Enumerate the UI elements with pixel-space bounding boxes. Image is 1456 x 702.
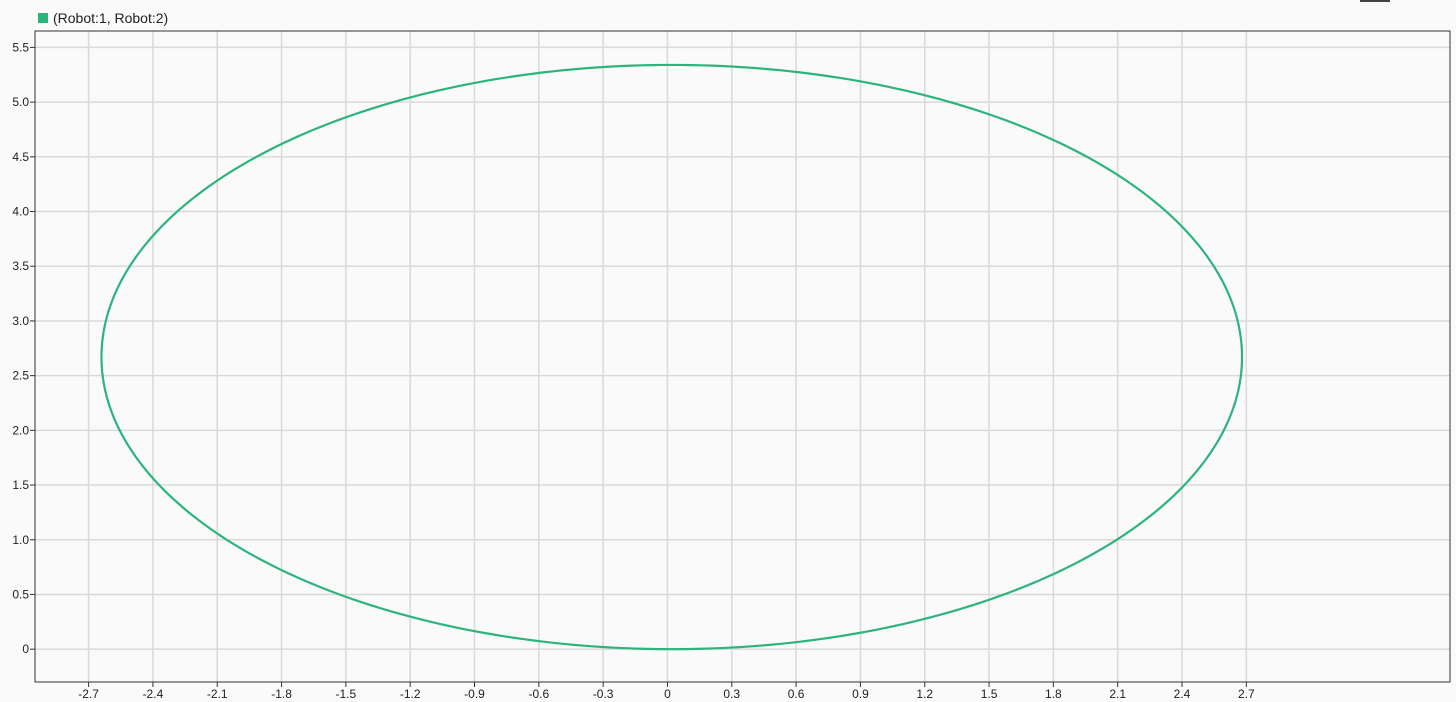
x-tick-label: 1.2 — [916, 687, 933, 701]
y-tick-label: 4.0 — [12, 205, 29, 219]
x-tick-label: 0 — [664, 687, 671, 701]
x-tick-label: -0.9 — [464, 687, 485, 701]
x-tick-label: 1.5 — [981, 687, 998, 701]
y-tick-label: 1.5 — [12, 478, 29, 492]
x-tick-label: 2.4 — [1174, 687, 1191, 701]
grid-lines — [35, 31, 1450, 682]
x-tick-label: 1.8 — [1045, 687, 1062, 701]
legend-swatch — [38, 13, 48, 23]
x-tick-label: -2.7 — [78, 687, 99, 701]
y-tick-label: 5.0 — [12, 95, 29, 109]
x-tick-label: 2.1 — [1109, 687, 1126, 701]
y-tick-label: 2.5 — [12, 369, 29, 383]
legend[interactable]: (Robot:1, Robot:2) — [38, 9, 168, 27]
series-line-robot — [100, 63, 1244, 651]
axis-ticks — [30, 46, 1247, 687]
x-tick-label: -2.1 — [207, 687, 228, 701]
legend-label: (Robot:1, Robot:2) — [53, 10, 169, 26]
y-tick-label: 5.5 — [12, 40, 29, 54]
y-tick-label: 3.0 — [12, 314, 29, 328]
y-tick-label: 0 — [22, 642, 29, 656]
toolbar-handle[interactable] — [1360, 0, 1390, 2]
tick-labels: -2.7 -2.4 -2.1 -1.8 -1.5 -1.2 -0.9 -0.6 -0.3 0 0.3… — [12, 40, 1255, 701]
x-tick-label: -1.5 — [336, 687, 357, 701]
y-tick-label: 0.5 — [12, 587, 29, 601]
x-tick-label: 0.6 — [788, 687, 805, 701]
x-tick-label: 2.7 — [1238, 687, 1255, 701]
y-tick-label: 2.0 — [12, 423, 29, 437]
x-tick-label: -1.2 — [400, 687, 421, 701]
series-layer — [100, 63, 1244, 651]
axes-frame — [34, 30, 1451, 683]
y-tick-label: 4.5 — [12, 150, 29, 164]
x-tick-label: 0.3 — [723, 687, 740, 701]
x-tick-label: -2.4 — [143, 687, 164, 701]
x-tick-label: -1.8 — [271, 687, 292, 701]
y-tick-label: 1.0 — [12, 533, 29, 547]
y-tick-label: 3.5 — [12, 259, 29, 273]
x-tick-label: 0.9 — [852, 687, 869, 701]
x-tick-label: -0.3 — [593, 687, 614, 701]
x-tick-label: -0.6 — [528, 687, 549, 701]
